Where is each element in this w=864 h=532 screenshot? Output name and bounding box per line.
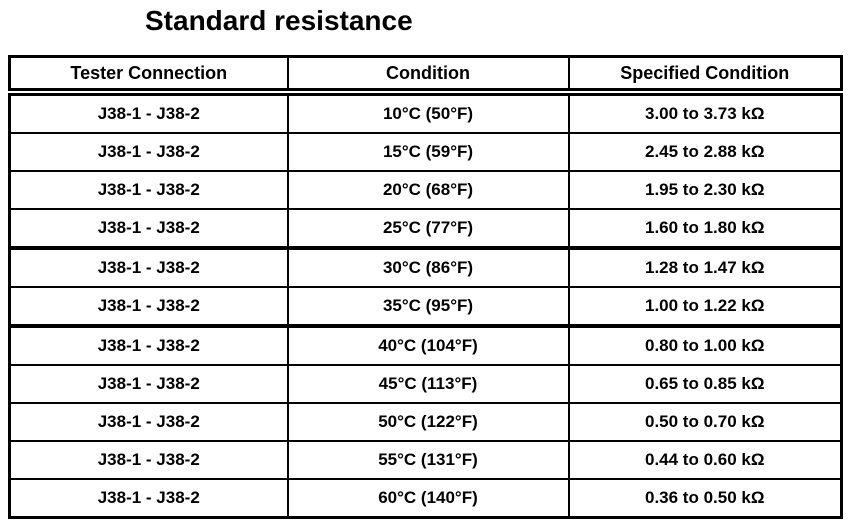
tester-connection-cell: J38-1 - J38-2 xyxy=(8,247,289,288)
specified-condition-cell: 1.95 to 2.30 kΩ xyxy=(567,170,843,210)
table-row: J38-1 - J38-2 45°C (113°F) 0.65 to 0.85 kΩ xyxy=(8,364,843,404)
table-row: J38-1 - J38-2 15°C (59°F) 2.45 to 2.88 kΩ xyxy=(8,132,843,172)
specified-condition-cell: 1.60 to 1.80 kΩ xyxy=(567,208,843,250)
tester-connection-cell: J38-1 - J38-2 xyxy=(8,208,289,250)
condition-cell: 45°C (113°F) xyxy=(286,364,570,404)
tester-connection-cell: J38-1 - J38-2 xyxy=(8,402,289,442)
table-row: J38-1 - J38-2 55°C (131°F) 0.44 to 0.60 kΩ xyxy=(8,440,843,480)
condition-cell: 30°C (86°F) xyxy=(286,247,570,288)
table-row: J38-1 - J38-2 30°C (86°F) 1.28 to 1.47 kΩ xyxy=(8,247,843,288)
condition-cell: 55°C (131°F) xyxy=(286,440,570,480)
table-row: J38-1 - J38-2 10°C (50°F) 3.00 to 3.73 kΩ xyxy=(8,91,843,134)
table-row: J38-1 - J38-2 60°C (140°F) 0.36 to 0.50 kΩ xyxy=(8,478,843,519)
tester-connection-cell: J38-1 - J38-2 xyxy=(8,440,289,480)
tester-connection-cell: J38-1 - J38-2 xyxy=(8,91,289,134)
specified-condition-cell: 2.45 to 2.88 kΩ xyxy=(567,132,843,172)
table-row: J38-1 - J38-2 35°C (95°F) 1.00 to 1.22 kΩ xyxy=(8,286,843,328)
table-row: J38-1 - J38-2 40°C (104°F) 0.80 to 1.00 kΩ xyxy=(8,325,843,366)
specified-condition-cell: 0.50 to 0.70 kΩ xyxy=(567,402,843,442)
tester-connection-cell: J38-1 - J38-2 xyxy=(8,364,289,404)
table-row: J38-1 - J38-2 25°C (77°F) 1.60 to 1.80 kΩ xyxy=(8,208,843,250)
tester-connection-cell: J38-1 - J38-2 xyxy=(8,286,289,328)
condition-cell: 10°C (50°F) xyxy=(286,91,570,134)
column-header: Tester Connection xyxy=(8,55,289,96)
page-title: Standard resistance xyxy=(145,5,413,36)
table-header-row: Tester Connection Condition Specified Cond… xyxy=(8,55,843,96)
specified-condition-cell: 0.80 to 1.00 kΩ xyxy=(567,325,843,366)
condition-cell: 15°C (59°F) xyxy=(286,132,570,172)
specified-condition-cell: 0.44 to 0.60 kΩ xyxy=(567,440,843,480)
condition-cell: 35°C (95°F) xyxy=(286,286,570,328)
specified-condition-cell: 0.36 to 0.50 kΩ xyxy=(567,478,843,519)
tester-connection-cell: J38-1 - J38-2 xyxy=(8,170,289,210)
standard-resistance-table: Tester Connection Condition Specified Cond… xyxy=(8,55,843,519)
column-header: Condition xyxy=(286,55,570,96)
condition-cell: 50°C (122°F) xyxy=(286,402,570,442)
column-header: Specified Condition xyxy=(567,55,843,96)
table-body: J38-1 - J38-2 10°C (50°F) 3.00 to 3.73 kΩ J… xyxy=(8,91,843,519)
tester-connection-cell: J38-1 - J38-2 xyxy=(8,478,289,519)
specified-condition-cell: 1.28 to 1.47 kΩ xyxy=(567,247,843,288)
table-row: J38-1 - J38-2 50°C (122°F) 0.50 to 0.70 kΩ xyxy=(8,402,843,442)
condition-cell: 20°C (68°F) xyxy=(286,170,570,210)
tester-connection-cell: J38-1 - J38-2 xyxy=(8,132,289,172)
table-row: J38-1 - J38-2 20°C (68°F) 1.95 to 2.30 kΩ xyxy=(8,170,843,210)
condition-cell: 25°C (77°F) xyxy=(286,208,570,250)
specified-condition-cell: 0.65 to 0.85 kΩ xyxy=(567,364,843,404)
table-header: Tester Connection Condition Specified Cond… xyxy=(8,55,843,96)
specified-condition-cell: 1.00 to 1.22 kΩ xyxy=(567,286,843,328)
condition-cell: 60°C (140°F) xyxy=(286,478,570,519)
condition-cell: 40°C (104°F) xyxy=(286,325,570,366)
tester-connection-cell: J38-1 - J38-2 xyxy=(8,325,289,366)
specified-condition-cell: 3.00 to 3.73 kΩ xyxy=(567,91,843,134)
